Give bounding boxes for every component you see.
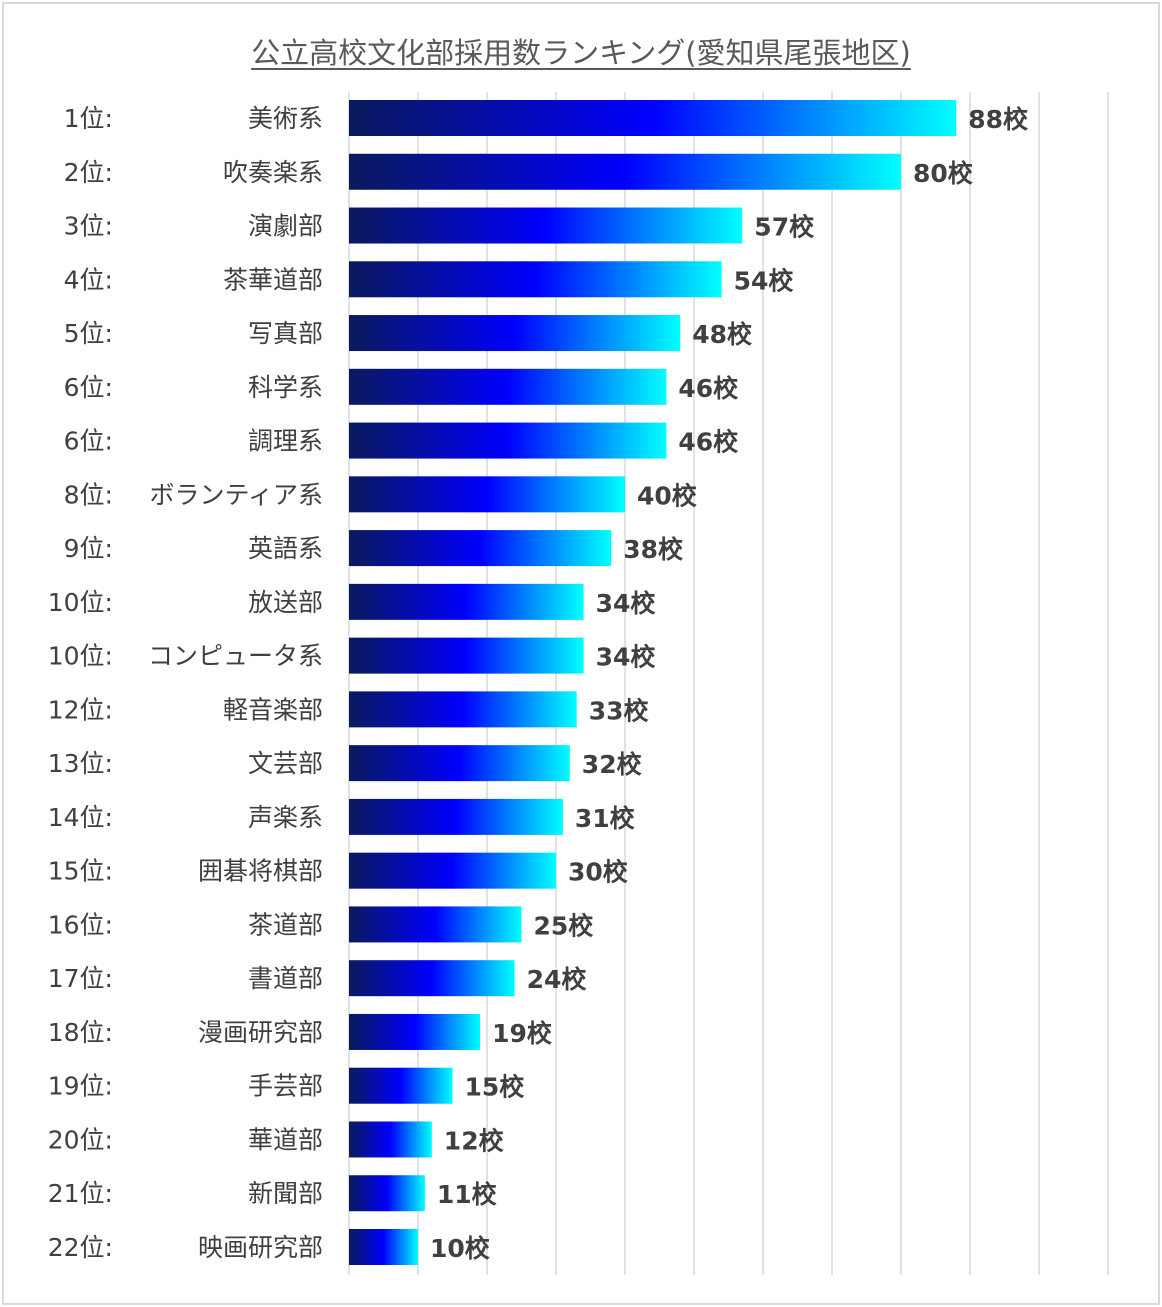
bar [349,691,577,728]
rank-label: 9位: [64,534,113,563]
rank-label: 20位: [48,1125,113,1154]
bar [349,476,625,513]
category-label: 茶道部 [248,910,323,939]
value-label: 33校 [589,696,650,725]
rank-label: 6位: [64,373,113,402]
rank-label: 19位: [48,1072,113,1101]
value-label: 80校 [913,159,974,188]
category-label: 書道部 [248,964,323,993]
value-label: 54校 [734,266,795,295]
category-label: 放送部 [248,588,323,617]
rank-label: 8位: [64,480,113,509]
rank-label: 21位: [48,1179,113,1208]
value-label: 32校 [582,750,643,779]
rank-label: 12位: [48,695,113,724]
value-label: 40校 [637,481,698,510]
category-label: 漫画研究部 [198,1018,323,1047]
chart-title: 公立高校文化部採用数ランキング(愛知県尾張地区) [251,36,911,70]
value-label: 46校 [678,374,739,403]
value-label: 34校 [596,643,657,672]
category-label: 茶華道部 [223,265,323,294]
bar [349,261,722,298]
bar [349,1013,481,1050]
value-label: 30校 [568,858,629,887]
category-label: 写真部 [248,319,323,348]
rank-label: 4位: [64,265,113,294]
bar [349,1121,432,1158]
bar [349,798,563,835]
bar [349,207,743,244]
category-label: 声楽系 [248,803,323,832]
bar [349,1175,425,1212]
bar [349,852,556,889]
category-label: ボランティア系 [149,480,323,509]
value-label: 24校 [527,965,588,994]
value-label: 11校 [437,1180,498,1209]
value-label: 48校 [692,320,753,349]
category-label: 演劇部 [248,212,323,241]
value-label: 34校 [596,589,657,618]
bar [349,960,515,997]
rank-label: 22位: [48,1233,113,1262]
value-label: 46校 [678,428,739,457]
value-label: 31校 [575,804,636,833]
category-label: 新聞部 [248,1179,323,1208]
rank-label: 18位: [48,1018,113,1047]
rank-label: 1位: [64,104,113,133]
bar [349,153,901,190]
rank-label: 2位: [64,158,113,187]
rank-label: 17位: [48,964,113,993]
category-label: 軽音楽部 [223,695,323,724]
value-label: 19校 [492,1019,553,1048]
bar [349,1067,453,1104]
category-label: 華道部 [248,1125,323,1154]
category-label: 英語系 [248,534,323,563]
value-label: 12校 [444,1126,505,1155]
rank-label: 16位: [48,910,113,939]
bar [349,583,584,620]
rank-label: 3位: [64,212,113,241]
rank-label: 10位: [48,642,113,671]
category-label: 文芸部 [248,749,323,778]
value-label: 25校 [534,911,595,940]
bar [349,422,667,459]
bar [349,906,522,943]
rank-label: 6位: [64,427,113,456]
bar [349,368,667,405]
value-label: 88校 [968,105,1029,134]
rank-label: 15位: [48,857,113,886]
bar [349,530,612,567]
value-label: 10校 [430,1234,491,1263]
category-label: 吹奏楽系 [223,158,323,187]
value-label: 38校 [623,535,684,564]
category-label: コンピュータ系 [148,642,323,671]
value-label: 57校 [754,213,815,242]
rank-label: 10位: [48,588,113,617]
category-label: 科学系 [248,373,323,402]
category-label: 手芸部 [248,1072,323,1101]
category-label: 調理系 [248,427,323,456]
rank-label: 14位: [48,803,113,832]
category-label: 映画研究部 [198,1233,323,1262]
bar [349,745,570,782]
rank-label: 13位: [48,749,113,778]
category-label: 美術系 [248,104,323,133]
bar [349,100,957,136]
rank-label: 5位: [64,319,113,348]
value-label: 15校 [465,1073,526,1102]
bar [349,315,681,352]
bar [349,1229,418,1265]
category-label: 囲碁将棋部 [198,857,323,886]
bar [349,637,584,674]
